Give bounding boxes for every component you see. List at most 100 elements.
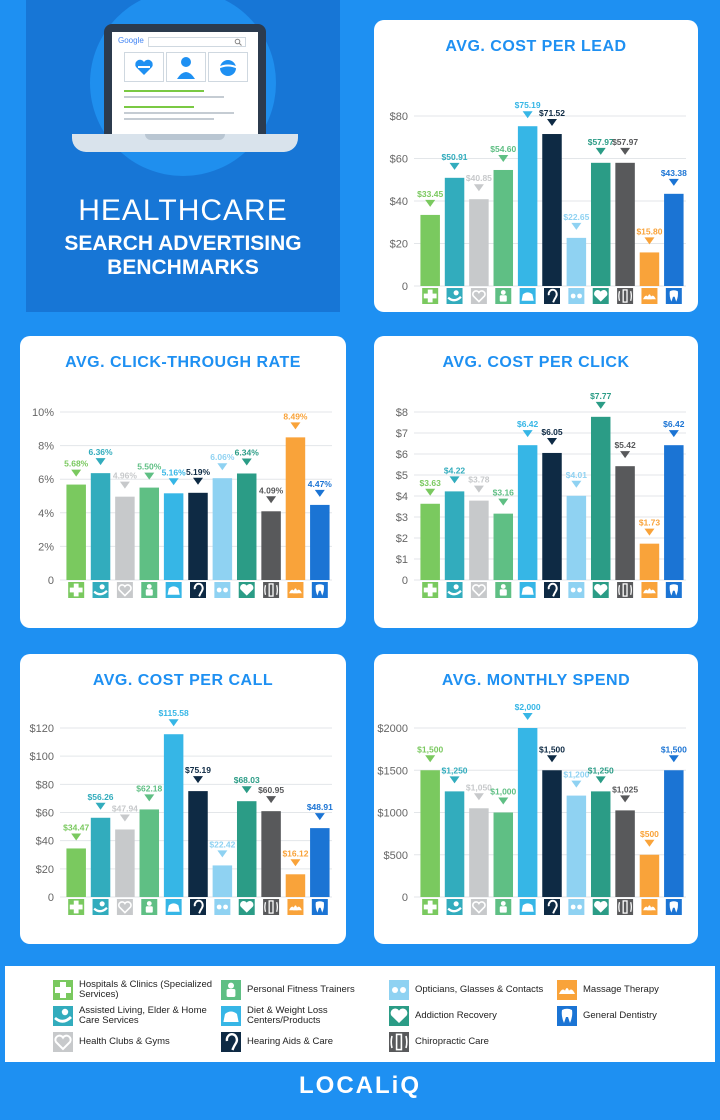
value-marker bbox=[668, 430, 679, 438]
tooth-icon bbox=[665, 582, 682, 598]
heart-hand-icon bbox=[470, 582, 487, 598]
data-label: $47.94 bbox=[112, 803, 138, 813]
scale-icon bbox=[519, 899, 536, 915]
legend-item-diet-weight-loss: Diet & Weight Loss Centers/Products bbox=[221, 1006, 397, 1026]
bar-8 bbox=[590, 791, 611, 897]
plus-cross-icon bbox=[53, 980, 73, 1000]
value-marker bbox=[498, 154, 509, 162]
lotus-icon bbox=[287, 582, 304, 598]
heart-hand-icon bbox=[116, 899, 133, 915]
y-tick-label: 0 bbox=[48, 575, 54, 587]
data-label: $22.42 bbox=[209, 839, 235, 849]
y-tick-label: $60 bbox=[390, 154, 408, 166]
bar-11 bbox=[664, 193, 684, 286]
y-tick-label: $2 bbox=[396, 533, 408, 545]
value-marker bbox=[668, 178, 679, 186]
value-marker bbox=[193, 477, 203, 485]
caring-hand-icon bbox=[92, 899, 109, 915]
plus-cross-icon bbox=[68, 899, 85, 915]
value-marker bbox=[95, 458, 106, 466]
value-marker bbox=[241, 786, 252, 794]
value-marker bbox=[290, 859, 301, 867]
data-label: $48.91 bbox=[307, 802, 333, 812]
heart-icon bbox=[238, 899, 255, 915]
bar-9 bbox=[615, 162, 635, 286]
apple-tape-icon bbox=[208, 52, 248, 82]
data-label: $40.85 bbox=[466, 173, 492, 183]
data-label: $6.05 bbox=[541, 427, 563, 437]
legend-item-addiction-recovery: Addiction Recovery bbox=[389, 1006, 565, 1026]
lotus-icon bbox=[557, 980, 577, 1000]
lotus-icon bbox=[641, 288, 658, 304]
bar-4 bbox=[139, 809, 160, 897]
bar-3 bbox=[469, 500, 489, 580]
value-marker bbox=[644, 839, 655, 847]
value-marker bbox=[595, 776, 606, 784]
bar-1 bbox=[66, 484, 86, 580]
value-marker bbox=[522, 713, 533, 720]
value-marker bbox=[547, 437, 557, 445]
y-tick-label: $80 bbox=[36, 779, 54, 791]
ear-icon bbox=[190, 582, 206, 598]
chart-card-cost-per-call: AVG. COST PER CALL 0 $20 $40 $60 $80 $100 $120… bbox=[20, 654, 346, 944]
heart-icon bbox=[592, 288, 609, 304]
value-marker bbox=[425, 755, 436, 763]
chart-title: AVG. CLICK-THROUGH RATE bbox=[65, 354, 301, 371]
data-label: $1,500 bbox=[539, 744, 565, 754]
tooth-icon bbox=[311, 582, 328, 598]
value-marker bbox=[95, 802, 106, 810]
tooth-icon bbox=[665, 288, 682, 304]
tooth-icon bbox=[311, 899, 328, 915]
scale-icon bbox=[519, 582, 536, 598]
y-tick-label: 2% bbox=[38, 541, 54, 553]
caring-hand-icon bbox=[53, 1006, 73, 1026]
value-marker bbox=[119, 814, 130, 822]
glasses-icon bbox=[389, 980, 409, 1000]
data-label: 5.16% bbox=[162, 467, 187, 477]
trainer-icon bbox=[495, 288, 512, 304]
data-label: 6.36% bbox=[88, 447, 113, 457]
data-label: $1,500 bbox=[417, 744, 443, 754]
value-marker bbox=[144, 472, 155, 480]
bar-1 bbox=[420, 770, 440, 897]
bar-5 bbox=[517, 445, 538, 580]
chart-cost-per-lead: 0 $20 $40 $60 $80 $33.45 $50.91 $40.85 $54.60 $75… bbox=[390, 100, 687, 304]
data-label: $1,500 bbox=[661, 744, 687, 754]
trainer-icon bbox=[141, 899, 158, 915]
bar-2 bbox=[90, 473, 111, 580]
laptop-base bbox=[72, 134, 298, 152]
laptop-notch bbox=[145, 134, 225, 140]
heart-icon bbox=[238, 582, 255, 598]
legend-label: Massage Therapy bbox=[583, 984, 659, 995]
data-label: $43.38 bbox=[661, 168, 687, 178]
bar-9 bbox=[261, 811, 281, 897]
value-marker bbox=[473, 793, 484, 801]
chart-card-cost-per-click: AVG. COST PER CLICK 0 $1 $2 $3 $4 $5 $6 $7 $8 $3.… bbox=[374, 336, 698, 628]
data-label: $1,250 bbox=[588, 765, 614, 775]
legend-item-fitness-trainers: Personal Fitness Trainers bbox=[221, 980, 397, 1000]
spine-icon bbox=[263, 582, 280, 598]
y-tick-label: $500 bbox=[384, 850, 408, 862]
data-label: $75.19 bbox=[515, 100, 541, 110]
chart-cost-per-call: 0 $20 $40 $60 $80 $100 $120 $34.47 $56.26$47.94 $… bbox=[30, 708, 333, 915]
data-label: $56.26 bbox=[88, 792, 114, 802]
data-label: 6.34% bbox=[235, 447, 260, 457]
value-marker bbox=[620, 147, 631, 155]
legend-label: Chiropractic Care bbox=[415, 1036, 489, 1047]
value-marker bbox=[314, 489, 325, 497]
data-label: $4.01 bbox=[566, 470, 588, 480]
y-tick-label: $80 bbox=[390, 111, 408, 123]
bar-11 bbox=[664, 445, 684, 580]
legend-item-general-dentistry: General Dentistry bbox=[557, 1006, 720, 1026]
value-marker bbox=[168, 478, 179, 486]
value-marker bbox=[266, 496, 277, 504]
heart-hand-icon bbox=[53, 1032, 73, 1052]
data-label: $57.97 bbox=[612, 137, 638, 147]
y-tick-label: $8 bbox=[396, 407, 408, 419]
value-marker bbox=[595, 147, 606, 155]
bar-8 bbox=[590, 162, 611, 286]
value-marker bbox=[620, 451, 631, 459]
bar-3 bbox=[115, 829, 135, 897]
value-marker bbox=[522, 111, 533, 119]
y-tick-label: 0 bbox=[402, 575, 408, 587]
